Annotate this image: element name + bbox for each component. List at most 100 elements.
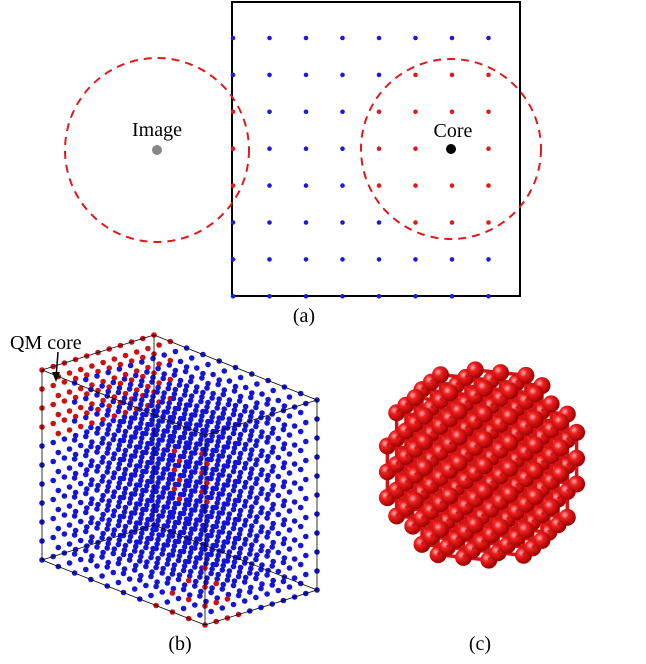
atom: [269, 506, 275, 512]
atom: [276, 417, 282, 423]
atom: [104, 450, 110, 456]
atom: [269, 582, 275, 588]
atom: [132, 415, 138, 421]
atom: [236, 441, 242, 447]
atom: [159, 551, 165, 557]
atom: [231, 469, 237, 475]
atom: [143, 507, 149, 513]
atom: [264, 420, 270, 426]
atom: [220, 529, 226, 535]
lattice-dot: [413, 73, 418, 78]
atom: [276, 531, 282, 537]
atom: [111, 456, 117, 462]
atom: [186, 597, 192, 603]
atom: [186, 483, 192, 489]
atom: [78, 443, 84, 449]
atom: [281, 541, 287, 547]
atom: [243, 385, 249, 391]
atom: [181, 511, 187, 517]
atom: [67, 446, 73, 452]
atom: [182, 392, 188, 398]
atom: [303, 420, 309, 426]
atom: [111, 380, 117, 386]
atom: [67, 484, 73, 490]
atom: [287, 394, 293, 400]
atom: [165, 428, 171, 434]
atom: [247, 494, 253, 500]
atom: [83, 510, 89, 516]
lattice-dot: [377, 183, 382, 188]
atom: [247, 475, 253, 481]
atom: [287, 584, 293, 590]
atom: [148, 403, 154, 409]
atom: [264, 534, 270, 540]
atom: [144, 369, 150, 375]
atom: [94, 411, 100, 417]
atom: [176, 596, 182, 602]
atom: [165, 485, 171, 491]
lattice-dot: [340, 110, 345, 115]
atom: [56, 450, 62, 456]
atom: [159, 437, 165, 443]
atom: [127, 424, 133, 430]
atom: [94, 487, 100, 493]
atom: [154, 389, 160, 395]
atom: [94, 430, 100, 436]
atom: [170, 476, 176, 482]
lattice-dot: [377, 110, 382, 115]
atom: [204, 385, 210, 391]
atom: [62, 436, 68, 442]
atom: [170, 514, 176, 520]
atom: [225, 482, 231, 488]
caption: (c): [469, 633, 491, 655]
atom: [281, 484, 287, 490]
atom: [50, 478, 56, 484]
atom: [67, 560, 73, 566]
atom: [247, 551, 253, 557]
atom: [225, 577, 231, 583]
atom: [192, 488, 198, 494]
atom: [50, 516, 56, 522]
atom: [231, 564, 237, 570]
lattice-dot: [450, 183, 455, 188]
atom: [148, 593, 154, 599]
atom: [143, 488, 149, 494]
atom: [197, 441, 203, 447]
atom: [166, 386, 172, 392]
atom: [432, 521, 449, 538]
atom: [50, 421, 56, 427]
atom: [56, 507, 62, 513]
atom: [178, 359, 184, 365]
atom: [264, 553, 270, 559]
atom: [552, 414, 569, 431]
atom: [99, 497, 105, 503]
qm-core-label: QM core: [10, 332, 82, 354]
atom: [176, 444, 182, 450]
atom: [213, 543, 219, 549]
atom: [99, 554, 105, 560]
atom: [451, 403, 468, 420]
atom: [527, 463, 544, 480]
atom: [517, 522, 534, 539]
lattice-dot: [304, 73, 309, 78]
atom: [176, 482, 182, 488]
atom: [132, 586, 138, 592]
atom: [165, 542, 171, 548]
atom: [242, 503, 248, 509]
atom: [153, 565, 159, 571]
atom: [159, 532, 165, 538]
atom: [117, 366, 123, 372]
atom: [568, 424, 585, 441]
atom: [88, 482, 94, 488]
atom: [231, 412, 237, 418]
atom: [99, 535, 105, 541]
atom: [62, 512, 68, 518]
atom: [264, 496, 270, 502]
atom: [148, 536, 154, 542]
atom: [287, 432, 293, 438]
atom: [231, 545, 237, 551]
atom: [253, 443, 259, 449]
atom: [62, 474, 68, 480]
atom: [210, 372, 216, 378]
atom: [121, 495, 127, 501]
